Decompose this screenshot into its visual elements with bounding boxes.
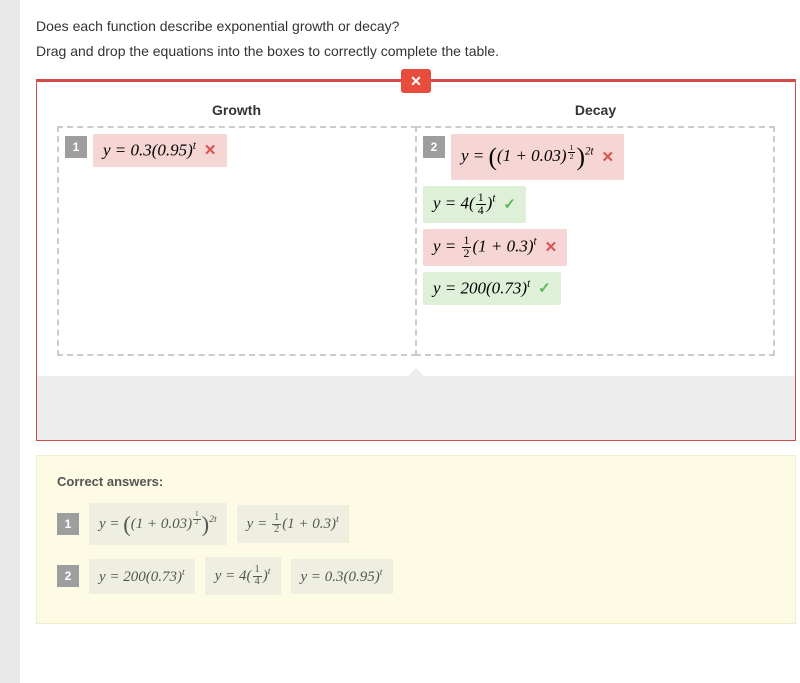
equation-text: y = 12(1 + 0.3)t	[247, 516, 339, 532]
right-icon: ✓	[538, 279, 551, 298]
table-wrap: Growth Decay 1 y = 0.3(0.95)t ✕	[37, 82, 795, 376]
header-decay: Decay	[416, 92, 775, 126]
question-prompt: Does each function describe exponential …	[36, 15, 800, 37]
gray-strip	[37, 376, 795, 440]
wrong-icon: ✕	[545, 238, 558, 257]
badge-2: 2	[423, 136, 445, 158]
question-instruction: Drag and drop the equations into the box…	[36, 43, 800, 59]
equation-text: y = 200(0.73)t	[99, 569, 185, 585]
answer-chip[interactable]: y = 12(1 + 0.3)t	[237, 505, 349, 543]
equation-text: y = 0.3(0.95)t	[301, 569, 383, 585]
drop-zone-growth[interactable]: 1 y = 0.3(0.95)t ✕	[57, 126, 417, 356]
equation-chip[interactable]: y = 4(14)t ✓	[423, 186, 526, 223]
answer-chip[interactable]: y = ((1 + 0.03)12)2t	[89, 503, 227, 545]
chip-row: 2 y = ((1 + 0.03)12)2t ✕	[423, 134, 767, 180]
drop-row: 1 y = 0.3(0.95)t ✕ 2 y = ((1 + 0.03)12)2…	[57, 126, 775, 356]
equation-chip[interactable]: y = ((1 + 0.03)12)2t ✕	[451, 134, 624, 180]
answer-chip[interactable]: y = 200(0.73)t	[89, 559, 195, 594]
left-gutter	[0, 0, 20, 683]
badge-1: 1	[65, 136, 87, 158]
equation-text: y = 4(14)t	[433, 192, 495, 217]
correct-row-1: 1 y = ((1 + 0.03)12)2t y = 12(1 + 0.3)t	[57, 503, 775, 545]
answer-panel: ✕ Growth Decay 1 y = 0.3(0.95)t ✕	[36, 79, 796, 441]
equation-text: y = ((1 + 0.03)12)2t	[461, 142, 594, 172]
equation-text: y = 12(1 + 0.3)t	[433, 235, 537, 260]
equation-chip[interactable]: y = 12(1 + 0.3)t ✕	[423, 229, 567, 266]
close-icon: ✕	[410, 73, 422, 90]
chip-row: y = 200(0.73)t ✓	[423, 272, 767, 305]
equation-chip[interactable]: y = 0.3(0.95)t ✕	[93, 134, 227, 167]
badge-1: 1	[57, 513, 79, 535]
equation-text: y = 4(14)t	[215, 568, 271, 584]
wrong-icon: ✕	[204, 141, 217, 160]
incorrect-badge: ✕	[401, 69, 431, 93]
content-area: Does each function describe exponential …	[20, 0, 800, 624]
drop-zone-decay[interactable]: 2 y = ((1 + 0.03)12)2t ✕ y = 4(14)t ✓	[415, 126, 775, 356]
answer-chip[interactable]: y = 4(14)t	[205, 557, 281, 595]
equation-text: y = 0.3(0.95)t	[103, 140, 196, 161]
right-icon: ✓	[503, 195, 516, 214]
chip-row: y = 12(1 + 0.3)t ✕	[423, 229, 767, 266]
correct-answers-panel: Correct answers: 1 y = ((1 + 0.03)12)2t …	[36, 455, 796, 624]
chip-row: y = 4(14)t ✓	[423, 186, 767, 223]
equation-text: y = ((1 + 0.03)12)2t	[99, 516, 217, 532]
answer-chip[interactable]: y = 0.3(0.95)t	[291, 559, 393, 594]
chip-row: 1 y = 0.3(0.95)t ✕	[65, 134, 409, 167]
column-headers: Growth Decay	[57, 92, 775, 126]
header-growth: Growth	[57, 92, 416, 126]
wrong-icon: ✕	[602, 148, 615, 167]
equation-chip[interactable]: y = 200(0.73)t ✓	[423, 272, 561, 305]
equation-text: y = 200(0.73)t	[433, 278, 530, 299]
correct-row-2: 2 y = 200(0.73)t y = 4(14)t y = 0.3(0.95…	[57, 557, 775, 595]
badge-2: 2	[57, 565, 79, 587]
correct-title: Correct answers:	[57, 474, 775, 489]
